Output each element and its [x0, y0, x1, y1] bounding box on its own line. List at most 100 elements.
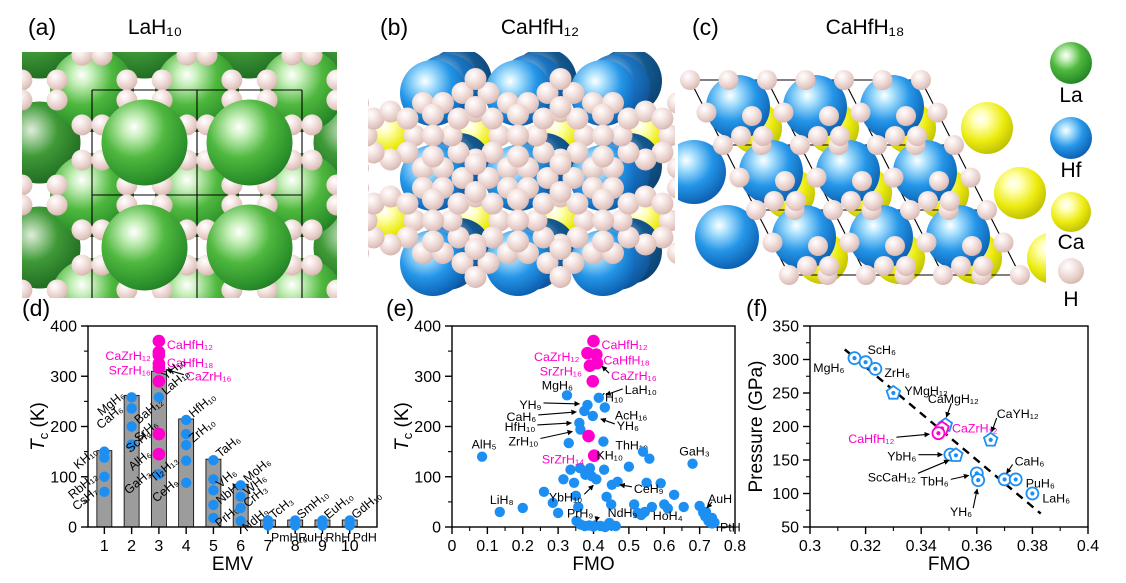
data-point — [602, 519, 613, 531]
point-label: CaYH₁₂ — [997, 407, 1039, 421]
x-tick-label: 0.5 — [618, 538, 640, 555]
data-point — [570, 490, 582, 502]
point-label: AuH — [708, 492, 732, 506]
x-axis-title: EMV — [212, 554, 254, 575]
x-tick-label: 7 — [263, 538, 272, 555]
data-point — [573, 501, 584, 513]
data-point — [153, 469, 165, 480]
point-label: CaHfH₁₈ — [603, 354, 650, 368]
chart-e: 0 100 200 300 400 0 0.1 0.2 0.3 0.4 0.5 0.6 0.7 0.8 FM… — [386, 295, 746, 575]
panel-label-a: (a) — [28, 14, 57, 40]
x-axis-title: FMO — [928, 554, 970, 575]
point-label: RhH — [325, 530, 350, 544]
data-point — [644, 453, 655, 464]
data-point — [590, 356, 604, 370]
x-tick-label: 0.7 — [689, 538, 711, 555]
x-tick-label: 10 — [341, 538, 359, 555]
y-tick-label: 400 — [414, 319, 441, 336]
point-label: CaZrH₁₂ — [952, 422, 998, 436]
point-label: YbH₁₀ — [549, 490, 582, 504]
y-tick-label: 250 — [772, 386, 799, 403]
point-label: KH₁₀ — [596, 449, 623, 463]
data-point — [208, 512, 219, 524]
y-tick-label: 400 — [50, 319, 77, 336]
data-point — [235, 480, 246, 491]
point-label: CaHfH₁₈ — [167, 356, 214, 370]
legend-item-Hf: Hf — [1050, 117, 1092, 182]
point-label: SrZrH₁₄ — [542, 453, 584, 467]
data-point — [126, 439, 137, 450]
data-point — [706, 518, 718, 529]
data-point — [561, 390, 573, 401]
data-point — [587, 334, 600, 348]
point-label: AlH₅ — [472, 438, 497, 452]
y-tick-label: 100 — [50, 469, 77, 486]
legend-label: H — [1063, 288, 1078, 311]
data-point — [668, 489, 680, 501]
legend-label: Hf — [1061, 159, 1082, 182]
y-tick-label: 100 — [772, 486, 799, 503]
point-label: MgH₆ — [813, 361, 844, 375]
data-point — [180, 414, 192, 426]
x-tick-label: 0.34 — [906, 538, 937, 555]
data-point — [628, 499, 640, 510]
point-label: AcH₁₆ — [615, 408, 648, 422]
legend-item-La: La — [1050, 42, 1092, 107]
x-tick-label: 0.3 — [799, 538, 821, 555]
data-point — [235, 491, 246, 503]
point-label: TbH₆ — [920, 474, 948, 488]
point-label: HfH₁₀ — [186, 390, 218, 420]
x-tick-label: 0.3 — [547, 538, 569, 555]
data-point — [317, 520, 328, 531]
data-point — [152, 361, 166, 375]
data-point — [587, 449, 601, 462]
element-legend: La Hf Ca H — [1050, 42, 1092, 311]
data-point — [587, 410, 598, 422]
data-point — [687, 458, 698, 469]
data-point — [579, 405, 590, 417]
data-point — [593, 392, 605, 404]
point-label: ZrH₁₀ — [508, 435, 538, 449]
point-label: HoH₄ — [653, 509, 683, 523]
crystal-structure-CaHfH18 — [678, 70, 1046, 285]
x-tick-label: 0 — [448, 538, 457, 555]
point-label: NdH₉ — [608, 506, 638, 520]
x-tick-label: 0.1 — [476, 538, 498, 555]
x-tick-label: 9 — [318, 538, 327, 555]
legend-label: Ca — [1058, 231, 1085, 254]
data-point — [517, 502, 528, 514]
data-point — [126, 403, 137, 414]
data-point — [655, 478, 666, 489]
x-tick-label: 5 — [209, 538, 218, 555]
data-point — [558, 474, 569, 485]
data-point — [637, 446, 649, 457]
y-axis-title: Pressure (GPa) — [746, 361, 767, 493]
point-label: HfH₁₀ — [505, 420, 536, 434]
point-label: MgH₆ — [542, 378, 573, 392]
point-label: CaHfH₁₂ — [602, 338, 648, 352]
point-label: YH₉ — [519, 398, 541, 412]
data-point — [235, 502, 246, 514]
x-tick-label: 1 — [100, 538, 109, 555]
data-point — [152, 447, 166, 461]
x-tick-label: 0.4 — [1077, 538, 1099, 555]
data-point — [180, 455, 192, 466]
data-point — [208, 499, 219, 511]
x-tick-label: 3 — [154, 538, 163, 555]
point-label: CaH₆ — [507, 410, 537, 424]
data-point — [639, 506, 650, 518]
data-point — [99, 452, 110, 463]
data-point — [552, 507, 564, 519]
data-point — [152, 374, 166, 388]
y-axis-title: Tc (K) — [28, 402, 51, 451]
x-tick-label: 6 — [236, 538, 245, 555]
panel-letter: (f) — [746, 295, 768, 321]
data-point — [126, 392, 137, 403]
point-label: SrZrH₁₆ — [109, 364, 151, 378]
data-point — [590, 520, 601, 531]
point-label: LaH₆ — [1042, 492, 1070, 506]
point-label: CaHfH₁₂ — [167, 338, 213, 352]
legend-label: La — [1059, 84, 1083, 107]
